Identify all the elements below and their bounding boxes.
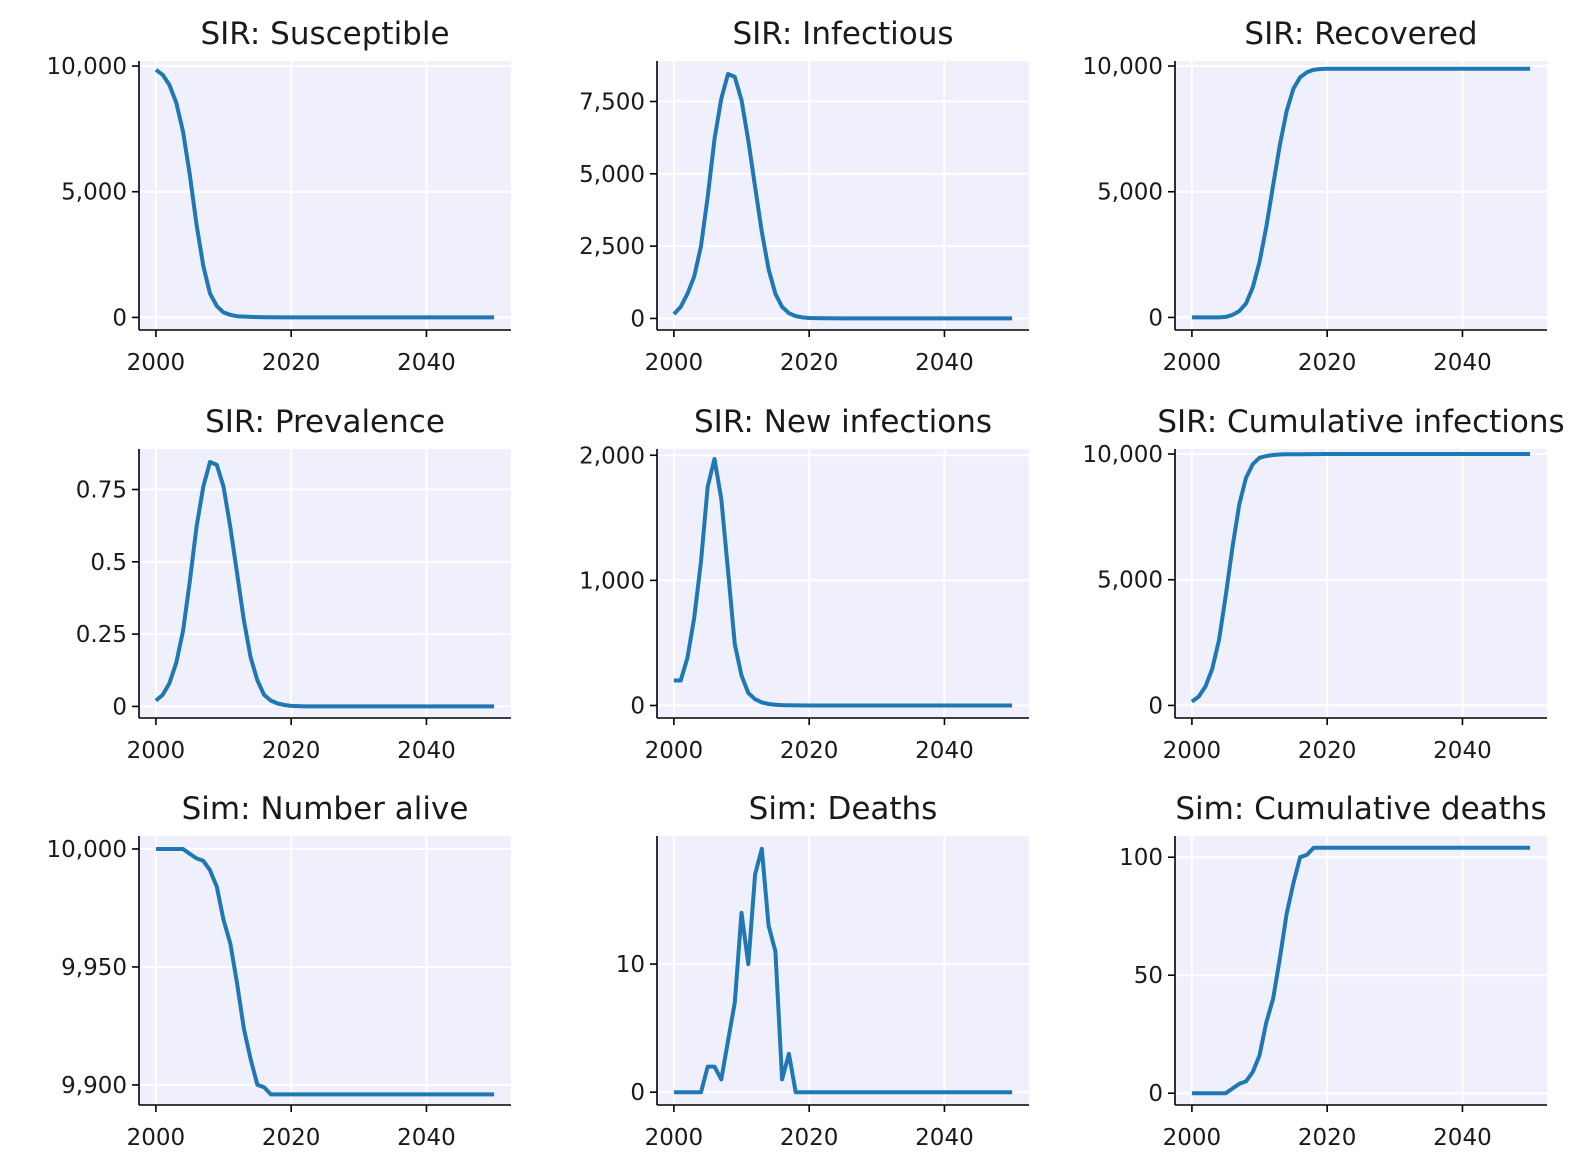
x-tick-label: 2020 (262, 350, 321, 376)
series-line-0 (672, 72, 1013, 321)
y-tick-label: 0 (630, 693, 645, 719)
x-tick-label: 2020 (780, 1125, 839, 1151)
series-line-0 (1190, 452, 1531, 704)
x-tick-label: 2020 (1298, 1125, 1357, 1151)
x-tick-label: 2040 (915, 1125, 974, 1151)
x-tick-label: 2020 (780, 350, 839, 376)
series-line-0 (154, 460, 495, 709)
series-line-0 (1191, 66, 1531, 320)
plot-area (1175, 61, 1547, 330)
chart-title: SIR: Recovered (1244, 16, 1477, 52)
plot-area (657, 449, 1029, 718)
y-tick-label: 2,000 (579, 443, 645, 469)
y-tick-label: 10,000 (1083, 54, 1163, 80)
x-tick-label: 2040 (397, 350, 456, 376)
x-tick-label: 2000 (127, 738, 186, 764)
x-tick-label: 2000 (127, 1125, 186, 1151)
x-tick-label: 2040 (1433, 350, 1492, 376)
y-tick-label: 0 (1148, 1081, 1163, 1107)
subplot-2: 2000 2020 2040 0 5,000 10,000 SIR: Recovered (1083, 16, 1547, 376)
subplot-6: 2000 2020 2040 9,900 9,950 10,000 Sim: Number … (47, 791, 511, 1151)
x-tick-label: 2040 (1433, 1125, 1492, 1151)
x-tick-label: 2020 (262, 738, 321, 764)
x-tick-label: 2040 (915, 350, 974, 376)
x-tick-label: 2040 (397, 1125, 456, 1151)
y-tick-label: 9,900 (61, 1073, 127, 1099)
x-tick-label: 2000 (127, 350, 186, 376)
y-tick-label: 0 (630, 1080, 645, 1106)
subplot-0: 2000 2020 2040 0 5,000 10,000 SIR: Susceptible (47, 16, 511, 376)
plot-area (657, 836, 1029, 1105)
x-tick-label: 2000 (645, 350, 704, 376)
series-line-0 (673, 457, 1013, 708)
series-line-0 (1191, 845, 1531, 1096)
y-tick-label: 0 (630, 306, 645, 332)
chart-title: SIR: Prevalence (205, 404, 445, 440)
x-tick-label: 2020 (780, 738, 839, 764)
x-tick-label: 2020 (262, 1125, 321, 1151)
chart-title: Sim: Number alive (182, 791, 469, 827)
plot-area (1175, 449, 1547, 718)
subplot-4: 2000 2020 2040 0 1,000 2,000 SIR: New infectio… (579, 404, 1029, 764)
chart-title: Sim: Deaths (749, 791, 938, 827)
subplot-3: 2000 2020 2040 0 0.25 0.5 0.75 SIR: Prevalence (76, 404, 511, 764)
y-tick-label: 10,000 (1083, 442, 1163, 468)
x-tick-label: 2040 (1433, 738, 1492, 764)
y-tick-label: 0 (112, 694, 127, 720)
y-tick-label: 9,950 (61, 955, 127, 981)
chart-title: SIR: New infections (694, 404, 992, 440)
x-tick-label: 2000 (645, 1125, 704, 1151)
chart-title: SIR: Cumulative infections (1157, 404, 1564, 440)
y-tick-label: 7,500 (579, 89, 645, 115)
plot-area (139, 836, 511, 1105)
y-tick-label: 10,000 (47, 837, 127, 863)
x-tick-label: 2000 (1163, 1125, 1222, 1151)
x-tick-label: 2000 (1163, 350, 1222, 376)
chart-title: SIR: Infectious (732, 16, 953, 52)
y-tick-label: 0.75 (76, 477, 127, 503)
y-tick-label: 0 (1148, 305, 1163, 331)
y-tick-label: 5,000 (579, 162, 645, 188)
chart-title: Sim: Cumulative deaths (1175, 791, 1546, 827)
y-tick-label: 1,000 (579, 568, 645, 594)
subplot-1: 2000 2020 2040 0 2,500 5,000 7,500 SIR: Infecti… (579, 16, 1029, 376)
x-tick-label: 2040 (397, 738, 456, 764)
plot-area (139, 61, 511, 330)
chart-title: SIR: Susceptible (200, 16, 449, 52)
series-line-0 (673, 846, 1013, 1095)
x-tick-label: 2040 (915, 738, 974, 764)
y-tick-label: 5,000 (61, 180, 127, 206)
subplot-7: 2000 2020 2040 0 10 Sim: Deaths (616, 791, 1029, 1151)
y-tick-label: 0 (1148, 693, 1163, 719)
series-line-0 (154, 68, 495, 320)
y-tick-label: 0.5 (90, 550, 127, 576)
x-tick-label: 2000 (645, 738, 704, 764)
y-tick-label: 0.25 (76, 622, 127, 648)
y-tick-label: 100 (1119, 845, 1163, 871)
y-tick-label: 10,000 (47, 54, 127, 80)
plot-area (1175, 836, 1547, 1105)
y-tick-label: 0 (112, 305, 127, 331)
y-tick-label: 50 (1134, 963, 1163, 989)
y-tick-label: 5,000 (1097, 568, 1163, 594)
y-tick-label: 2,500 (579, 234, 645, 260)
series-line-0 (155, 847, 495, 1097)
subplot-8: 2000 2020 2040 0 50 100 Sim: Cumulative deaths (1119, 791, 1547, 1151)
y-tick-label: 10 (616, 952, 645, 978)
y-tick-label: 5,000 (1097, 180, 1163, 206)
x-tick-label: 2020 (1298, 350, 1357, 376)
x-tick-label: 2020 (1298, 738, 1357, 764)
x-tick-label: 2000 (1163, 738, 1222, 764)
